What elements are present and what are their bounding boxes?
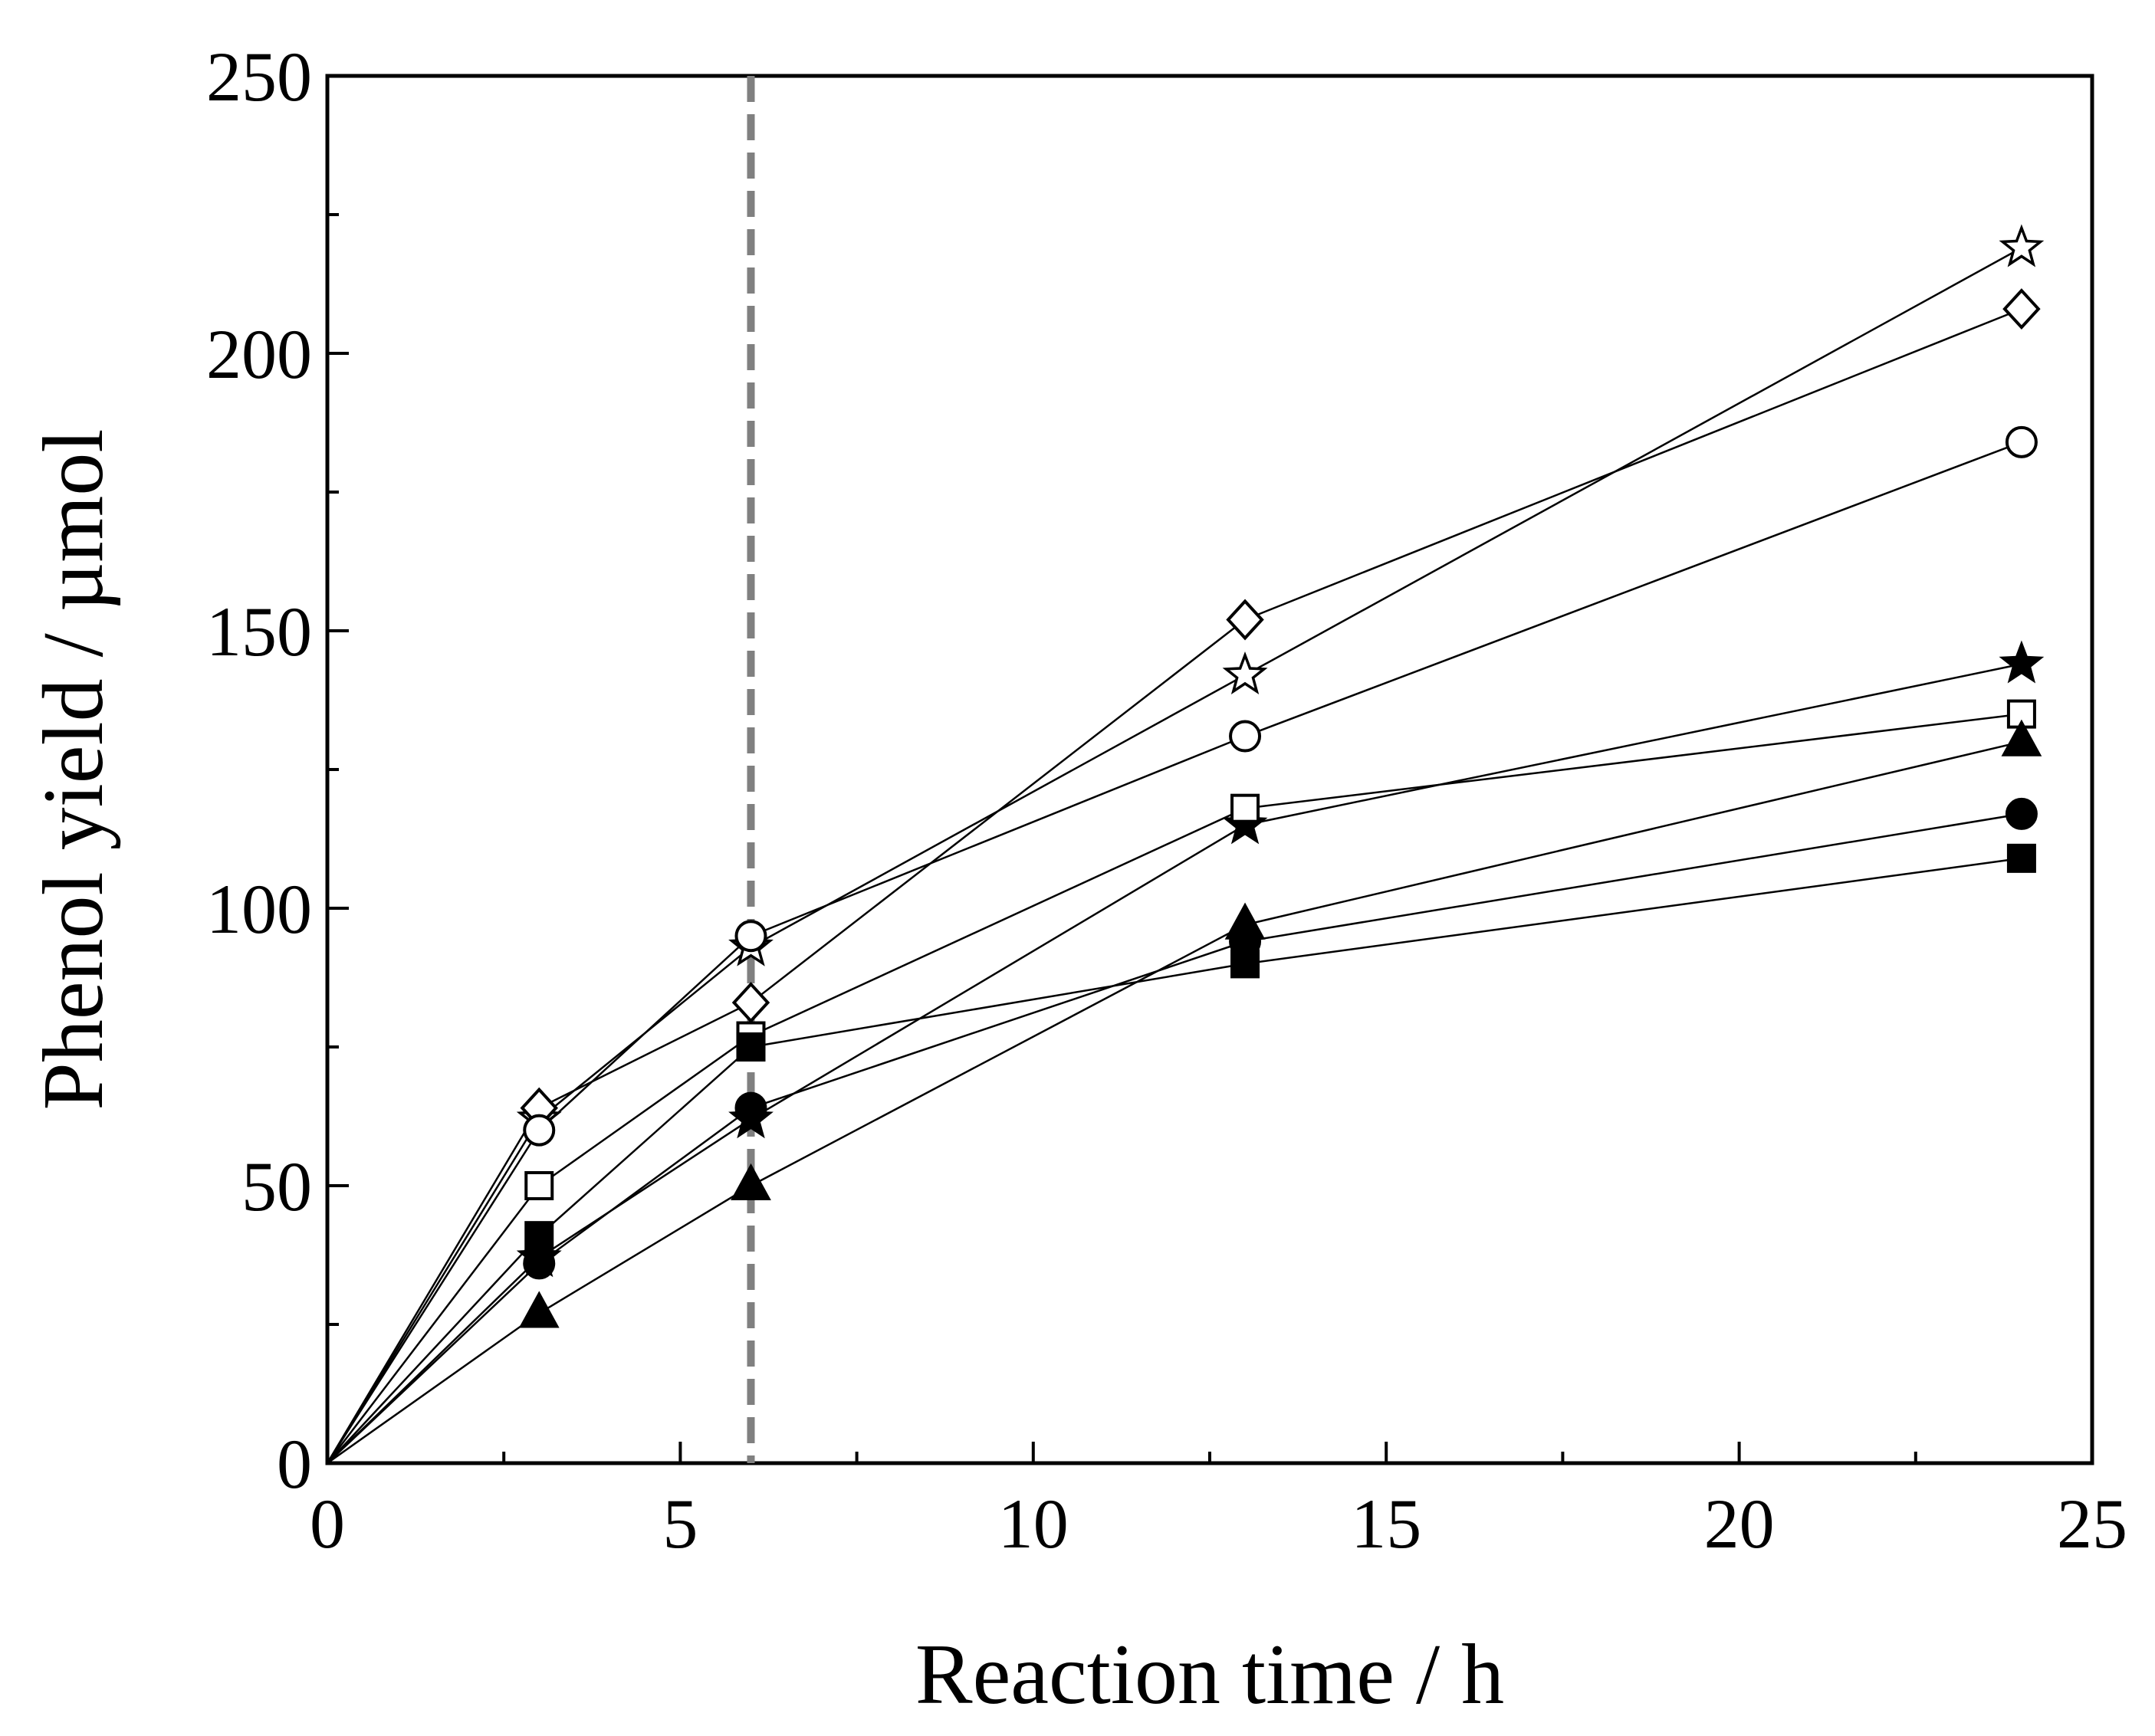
- y-tick-label: 50: [241, 1147, 312, 1226]
- x-tick-label: 15: [1351, 1485, 1421, 1563]
- data-point-filled-square: [736, 1032, 766, 1062]
- x-tick-label: 10: [998, 1485, 1069, 1563]
- data-point-open-square: [524, 1171, 554, 1200]
- data-point-open-diamond: [731, 982, 770, 1024]
- x-tick-label: 5: [662, 1485, 698, 1563]
- series-line-filled-triangle: [327, 740, 2022, 1465]
- series-line-filled-square: [327, 857, 2022, 1464]
- data-point-open-circle: [734, 920, 767, 953]
- data-point-open-star: [1999, 224, 2045, 267]
- y-axis-title: Phenol yield / µmol: [26, 429, 121, 1111]
- x-axis-title: Reaction time / h: [915, 1627, 1504, 1722]
- x-tick-label: 25: [2057, 1485, 2127, 1563]
- data-point-open-diamond: [1226, 599, 1264, 641]
- data-point-filled-triangle: [518, 1291, 560, 1328]
- data-point-open-circle: [523, 1114, 556, 1147]
- y-tick-label: 0: [277, 1425, 312, 1503]
- y-tick-label: 200: [206, 315, 312, 393]
- series-line-open-diamond: [326, 307, 2022, 1464]
- y-tick-label: 100: [206, 870, 312, 948]
- series-line-filled-circle: [327, 812, 2022, 1464]
- y-tick-label: 150: [206, 592, 312, 671]
- data-point-filled-triangle: [2001, 719, 2042, 756]
- data-point-open-star: [1222, 651, 1268, 695]
- data-point-open-circle: [1229, 720, 1262, 753]
- x-tick-label: 0: [310, 1485, 345, 1563]
- data-point-filled-triangle: [731, 1163, 771, 1200]
- plot-frame: [325, 74, 2094, 1465]
- data-point-filled-square: [2006, 843, 2036, 873]
- data-point-open-diamond: [2002, 288, 2041, 330]
- y-tick-label: 250: [206, 38, 312, 116]
- series-markers: [516, 224, 2045, 1328]
- data-point-filled-square: [1230, 949, 1260, 979]
- series-line-open-square: [327, 713, 2022, 1464]
- data-point-filled-square: [524, 1221, 554, 1251]
- series-line-filled-star: [327, 663, 2022, 1464]
- axis-ticks: [326, 74, 2094, 1465]
- x-tick-label: 20: [1704, 1485, 1775, 1563]
- series-line-open-circle: [326, 441, 2022, 1464]
- data-point-filled-circle: [2005, 797, 2038, 830]
- data-point-filled-circle: [734, 1091, 767, 1124]
- series-lines: [326, 247, 2022, 1465]
- data-point-filled-circle: [523, 1247, 556, 1280]
- data-point-open-circle: [2005, 425, 2038, 458]
- data-point-open-square: [1230, 793, 1260, 823]
- data-point-filled-star: [1999, 640, 2045, 684]
